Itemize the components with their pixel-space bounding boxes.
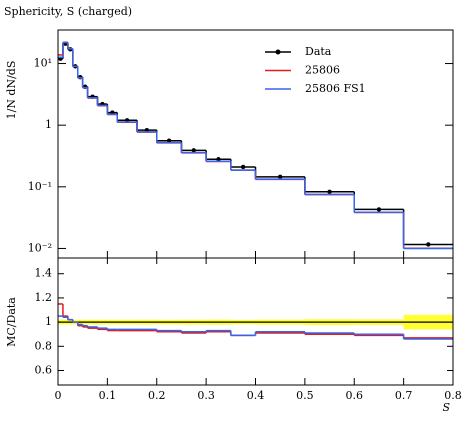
data-point — [191, 148, 196, 153]
x-tick-label: 0 — [55, 389, 62, 402]
legend-label: Data — [305, 45, 332, 58]
plot-area: 10¹ 1 10⁻¹ 10⁻² 0.6 0.8 1 1.2 1.4 0 0.1 0.2 0.3 0.4 0.… — [28, 41, 462, 402]
x-tick-label: 0.4 — [247, 389, 265, 402]
data-point — [216, 157, 221, 162]
ratio-frame — [57, 257, 454, 386]
x-tick-label: 0.8 — [444, 389, 462, 402]
data-point — [240, 164, 246, 170]
x-axis-label: S — [442, 401, 450, 414]
legend-label: 25806 FS1 — [305, 82, 366, 95]
legend-label: 25806 — [305, 64, 340, 77]
data-point — [376, 207, 382, 212]
x-tick-label: 0.6 — [346, 389, 364, 402]
x-tick-label: 0.2 — [148, 389, 166, 402]
y-tick-label: 10⁻² — [28, 241, 52, 254]
x-tick-label: 0.7 — [395, 389, 413, 402]
ratio-tick-label: 1 — [45, 315, 52, 328]
main-frame — [57, 29, 454, 259]
data-point — [327, 189, 332, 195]
y-tick-label: 10¹ — [34, 57, 52, 70]
chart-title: Sphericity, S (charged) — [4, 5, 132, 18]
ratio-axis-label: MC/Data — [5, 297, 18, 347]
ratio-tick-label: 0.6 — [35, 363, 53, 376]
y-tick-label: 1 — [45, 118, 52, 131]
data-point — [277, 174, 283, 180]
ratio-tick-label: 1.4 — [35, 267, 53, 280]
data-point — [426, 242, 431, 247]
ratio-tick-label: 0.8 — [35, 339, 53, 352]
data-point — [166, 138, 172, 143]
legend-marker — [275, 49, 281, 55]
ratio-tick-label: 1.2 — [35, 291, 53, 304]
y-axis-label: 1/N dN/dS — [5, 61, 18, 120]
x-tick-label: 0.5 — [296, 389, 314, 402]
x-tick-label: 0.1 — [99, 389, 117, 402]
x-tick-label: 0.3 — [197, 389, 215, 402]
y-tick-label: 10⁻¹ — [28, 180, 52, 193]
